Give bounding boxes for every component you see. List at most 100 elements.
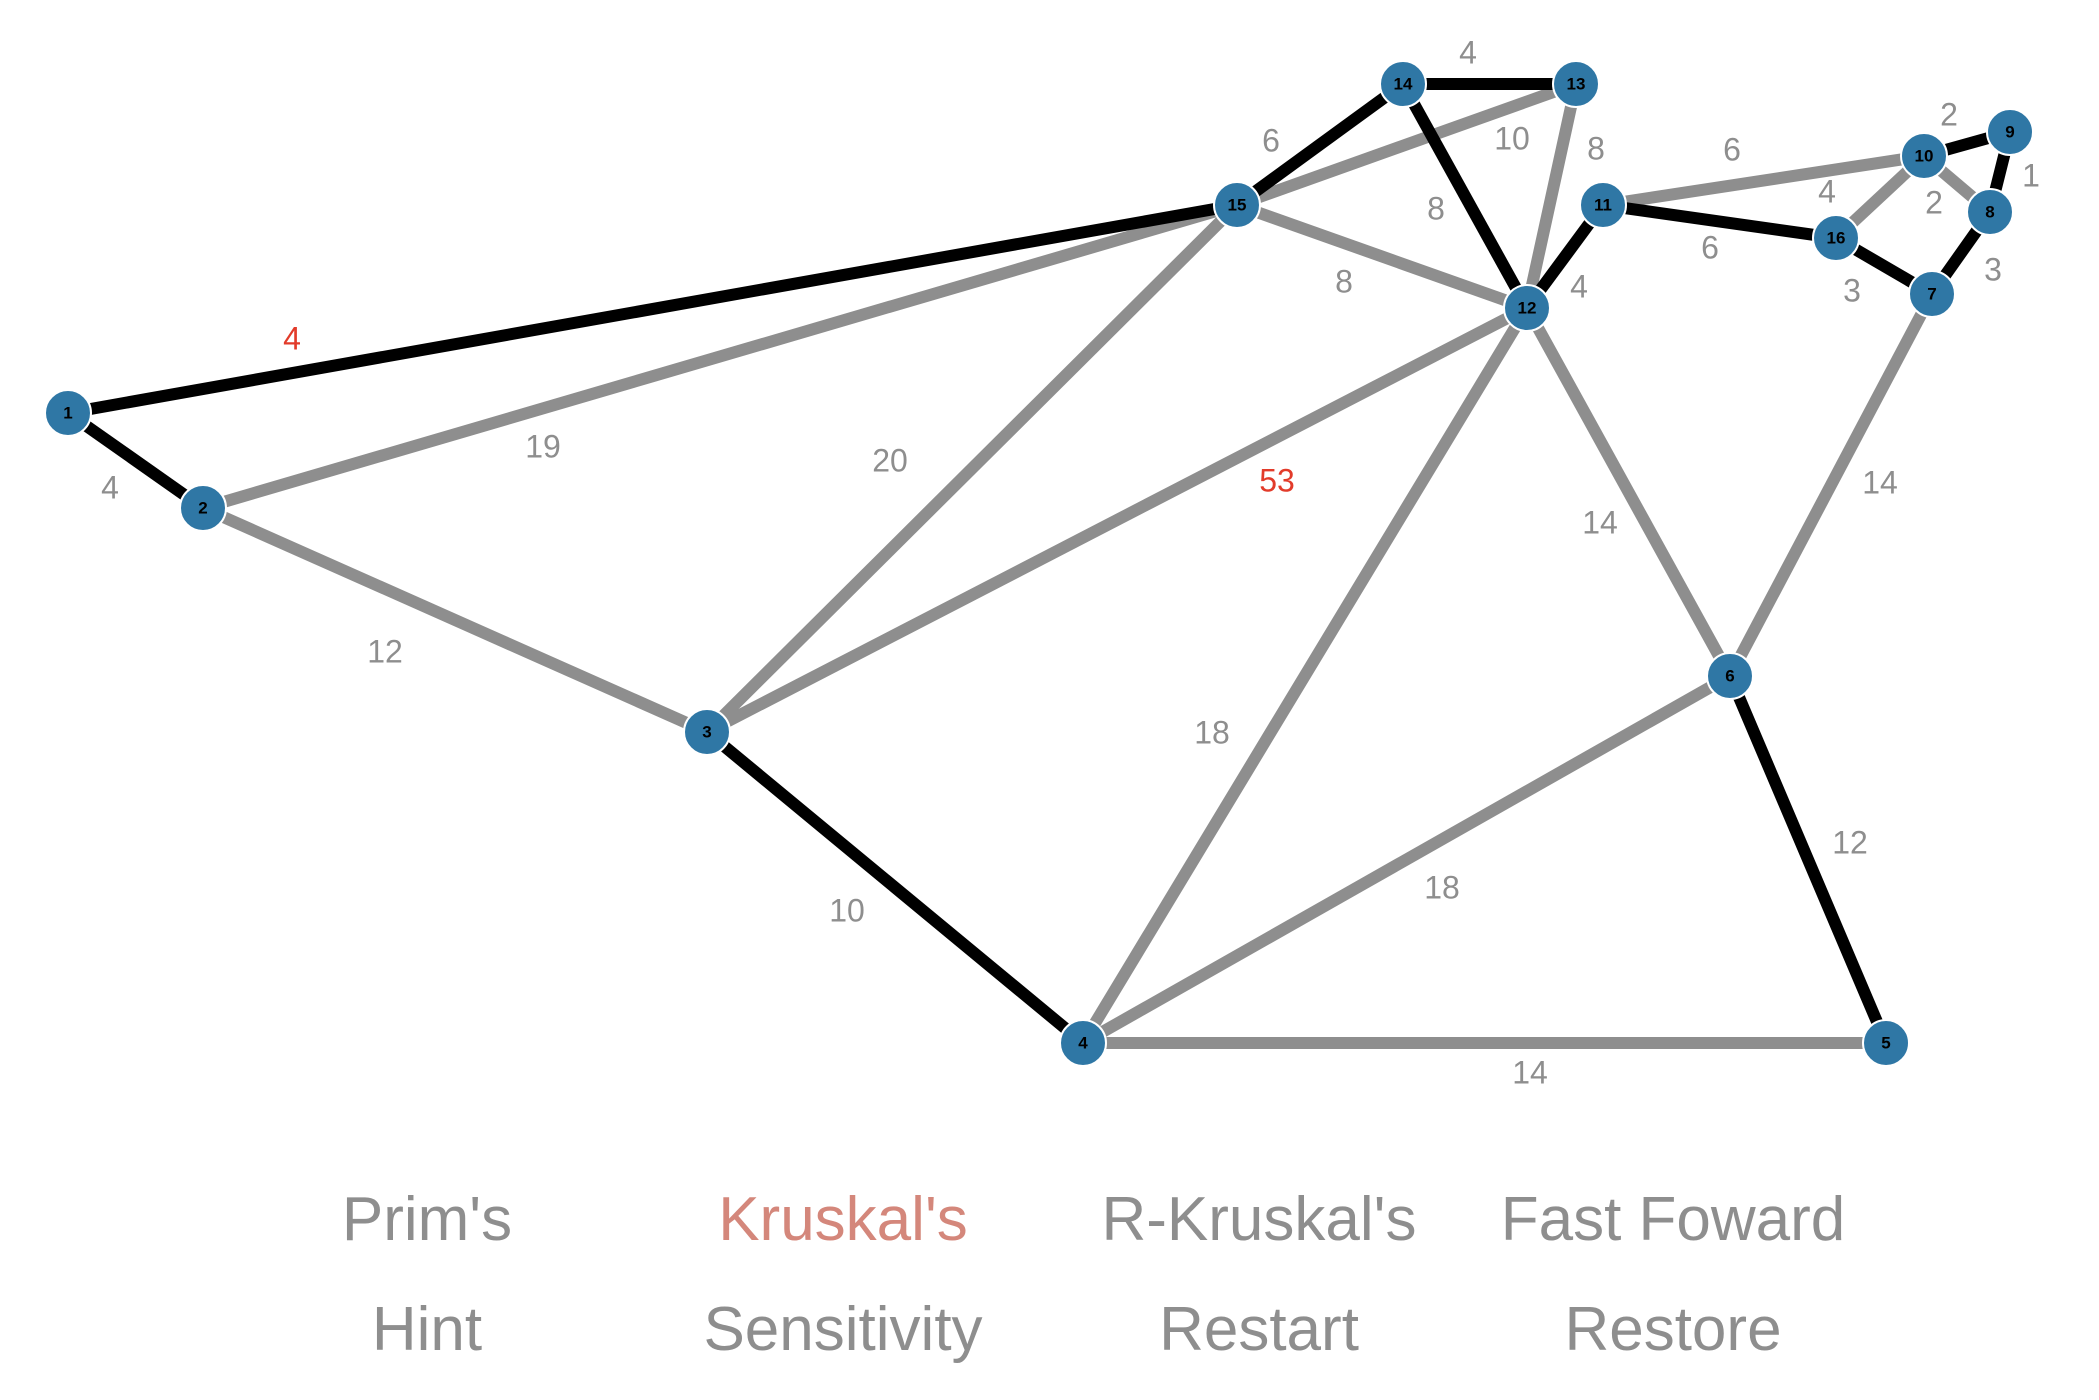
edge-15-14[interactable] (1233, 79, 1407, 210)
node-circle[interactable] (44, 389, 92, 437)
edge-weight-3-12: 53 (1259, 462, 1295, 498)
node-6[interactable]: 6 (1706, 652, 1754, 700)
node-circle[interactable] (1379, 60, 1427, 108)
node-circle[interactable] (1213, 181, 1261, 229)
node-label: 16 (1827, 229, 1846, 248)
edge-weight-6-5: 12 (1832, 824, 1868, 860)
node-label: 7 (1927, 285, 1936, 304)
node-4[interactable]: 4 (1059, 1019, 1107, 1067)
edge-2-3[interactable] (200, 502, 710, 738)
node-label: 11 (1594, 196, 1612, 215)
edge-14-12[interactable] (1397, 81, 1533, 311)
edge-11-10[interactable] (1602, 150, 1925, 211)
node-11[interactable]: 11 (1579, 181, 1627, 229)
edge-weight-3-15: 20 (872, 442, 908, 478)
edge-weight-10-8: 2 (1925, 184, 1943, 220)
node-3[interactable]: 3 (683, 708, 731, 756)
node-13[interactable]: 13 (1552, 60, 1600, 108)
node-circle[interactable] (683, 708, 731, 756)
edge-13-12[interactable] (1521, 82, 1582, 310)
edge-4-6[interactable] (1080, 670, 1733, 1049)
edge-2-15[interactable] (201, 199, 1239, 514)
edge-3-4[interactable] (703, 727, 1087, 1048)
edge-3-15[interactable] (702, 200, 1242, 737)
node-label: 13 (1567, 75, 1586, 94)
edges-layer (64, 78, 2016, 1049)
edge-weight-14-13: 4 (1459, 34, 1477, 70)
node-1[interactable]: 1 (44, 389, 92, 437)
edge-weight-13-12: 8 (1587, 130, 1605, 166)
edge-weight-12-6: 14 (1582, 504, 1618, 540)
node-circle[interactable] (1986, 108, 2034, 156)
node-circle[interactable] (179, 484, 227, 532)
node-circle[interactable] (1966, 188, 2014, 236)
edge-11-16[interactable] (1602, 199, 1837, 244)
node-10[interactable]: 10 (1900, 132, 1948, 180)
edge-weight-11-10: 6 (1723, 131, 1741, 167)
edge-3-12[interactable] (704, 302, 1530, 738)
node-label: 9 (2005, 123, 2014, 142)
edge-weight-16-10: 4 (1818, 173, 1836, 209)
node-label: 2 (198, 499, 207, 518)
edge-weight-12-11: 4 (1570, 268, 1588, 304)
node-2[interactable]: 2 (179, 484, 227, 532)
node-label: 10 (1915, 147, 1934, 166)
edge-4-12[interactable] (1077, 304, 1533, 1047)
node-14[interactable]: 14 (1379, 60, 1427, 108)
edge-1-2[interactable] (64, 408, 207, 513)
node-label: 4 (1078, 1034, 1088, 1053)
edge-weight-10-9: 2 (1940, 96, 1958, 132)
node-label: 14 (1394, 75, 1413, 94)
node-12[interactable]: 12 (1503, 284, 1551, 332)
hint-button[interactable]: Hint (371, 1295, 483, 1364)
edge-weight-4-5: 14 (1512, 1054, 1548, 1090)
edge-weight-9-8: 1 (2022, 157, 2040, 193)
node-5[interactable]: 5 (1862, 1019, 1910, 1067)
controls-row-actions: Hint Sensitivity Restart Restore (0, 1290, 2099, 1370)
node-circle[interactable] (1059, 1019, 1107, 1067)
node-label: 5 (1881, 1034, 1890, 1053)
edge-weight-7-6: 14 (1862, 464, 1898, 500)
node-8[interactable]: 8 (1966, 188, 2014, 236)
edge-1-15[interactable] (66, 199, 1239, 419)
node-circle[interactable] (1579, 181, 1627, 229)
sensitivity-button[interactable]: Sensitivity (703, 1295, 983, 1364)
node-circle[interactable] (1908, 270, 1956, 318)
kruskals-button[interactable]: Kruskal's (718, 1185, 968, 1254)
edge-weight-1-2: 4 (101, 469, 119, 505)
edge-15-13[interactable] (1234, 78, 1579, 211)
edge-weight-15-14: 6 (1262, 122, 1280, 158)
restore-button[interactable]: Restore (1564, 1295, 1782, 1364)
node-label: 3 (702, 723, 711, 742)
edge-12-6[interactable] (1521, 305, 1736, 679)
edge-15-12[interactable] (1234, 199, 1530, 314)
prims-button[interactable]: Prim's (341, 1185, 513, 1254)
node-circle[interactable] (1862, 1019, 1910, 1067)
edge-weight-15-13: 10 (1494, 120, 1530, 156)
node-7[interactable]: 7 (1908, 270, 1956, 318)
node-9[interactable]: 9 (1986, 108, 2034, 156)
edge-7-6[interactable] (1724, 291, 1938, 679)
node-circle[interactable] (1552, 60, 1600, 108)
restart-button[interactable]: Restart (1159, 1295, 1359, 1364)
node-label: 12 (1518, 299, 1537, 318)
edge-weight-4-6: 18 (1424, 869, 1460, 905)
edge-weight-15-12: 8 (1335, 263, 1353, 299)
r-kruskals-button[interactable]: R-Kruskal's (1101, 1185, 1417, 1254)
edge-weight-14-12: 8 (1427, 190, 1445, 226)
edge-weight-11-16: 6 (1701, 229, 1719, 265)
node-circle[interactable] (1812, 214, 1860, 262)
node-15[interactable]: 15 (1213, 181, 1261, 229)
node-circle[interactable] (1900, 132, 1948, 180)
node-circle[interactable] (1706, 652, 1754, 700)
node-circle[interactable] (1503, 284, 1551, 332)
fast-forward-button[interactable]: Fast Foward (1500, 1185, 1846, 1254)
edge-weight-3-4: 10 (829, 892, 865, 928)
node-16[interactable]: 16 (1812, 214, 1860, 262)
edge-weight-1-15: 4 (283, 320, 301, 356)
node-label: 8 (1985, 203, 1994, 222)
edge-6-5[interactable] (1724, 673, 1892, 1046)
